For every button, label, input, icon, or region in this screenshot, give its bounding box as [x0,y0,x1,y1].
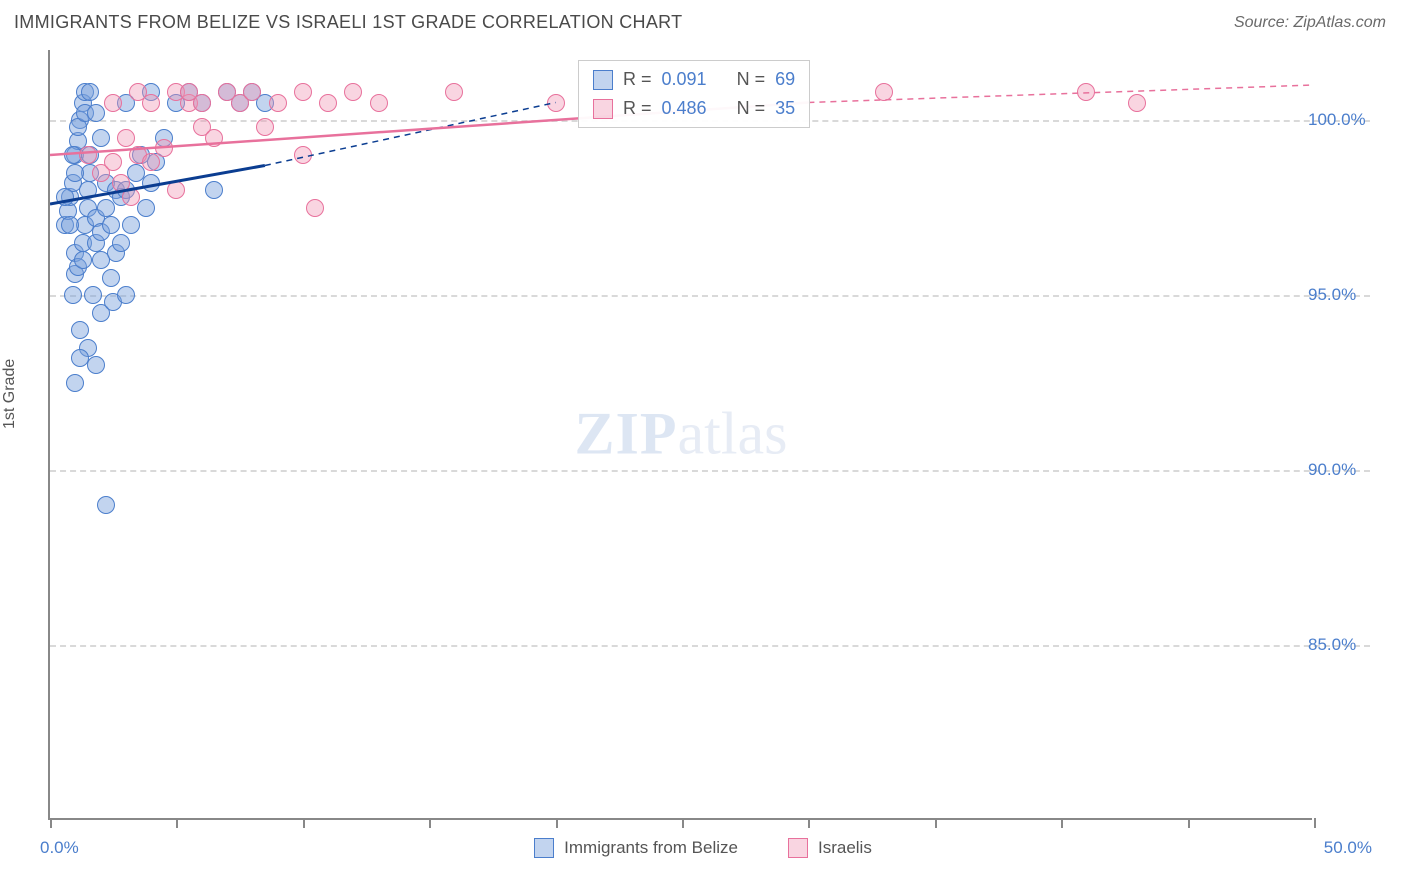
x-tick [303,818,305,828]
data-point [142,174,160,192]
data-point [167,181,185,199]
data-point [319,94,337,112]
data-point [84,286,102,304]
data-point [256,118,274,136]
n-value-1: 69 [775,69,795,90]
stats-row-series-1: R = 0.091 N = 69 [579,65,809,94]
data-point [71,321,89,339]
source-prefix: Source: [1234,14,1294,31]
gridline [50,645,1370,647]
stats-box: R = 0.091 N = 69 R = 0.486 N = 35 [578,60,810,128]
data-point [1077,83,1095,101]
data-point [344,83,362,101]
data-point [61,216,79,234]
x-tick [176,818,178,828]
x-tick [1314,818,1316,828]
data-point [74,251,92,269]
data-point [294,146,312,164]
data-point [294,83,312,101]
data-point [87,104,105,122]
data-point [117,286,135,304]
data-point [97,496,115,514]
stats-row-series-2: R = 0.486 N = 35 [579,94,809,123]
y-tick-label: 100.0% [1308,110,1368,130]
gridline [50,470,1370,472]
plot-region: ZIPatlas R = 0.091 N = 69 R = 0.486 N = … [48,50,1312,820]
x-tick [1061,818,1063,828]
data-point [1128,94,1146,112]
y-tick-label: 95.0% [1308,285,1368,305]
legend-item-1: Immigrants from Belize [534,838,738,858]
data-point [306,199,324,217]
data-point [66,374,84,392]
data-point [155,139,173,157]
source-name: ZipAtlas.com [1294,14,1386,31]
x-tick [556,818,558,828]
data-point [122,188,140,206]
data-point [122,216,140,234]
watermark-atlas: atlas [678,401,788,467]
data-point [79,181,97,199]
swatch-icon [534,838,554,858]
data-point [104,94,122,112]
x-tick [429,818,431,828]
chart-header: IMMIGRANTS FROM BELIZE VS ISRAELI 1ST GR… [0,0,1406,41]
x-tick [808,818,810,828]
data-point [112,234,130,252]
data-point [547,94,565,112]
chart-area: ZIPatlas R = 0.091 N = 69 R = 0.486 N = … [48,50,1368,820]
data-point [205,181,223,199]
r-label: R = [623,69,652,90]
legend-item-2: Israelis [788,838,872,858]
x-tick [50,818,52,828]
data-point [71,349,89,367]
y-tick-label: 90.0% [1308,460,1368,480]
n-label: N = [737,98,766,119]
y-axis-title: 1st Grade [1,359,19,429]
x-tick [682,818,684,828]
r-value-2: 0.486 [662,98,707,119]
swatch-icon [593,70,613,90]
data-point [56,188,74,206]
legend-label-2: Israelis [818,838,872,858]
data-point [142,94,160,112]
x-tick [935,818,937,828]
y-tick-label: 85.0% [1308,635,1368,655]
data-point [66,164,84,182]
swatch-icon [788,838,808,858]
r-value-1: 0.091 [662,69,707,90]
data-point [205,129,223,147]
data-point [875,83,893,101]
data-point [193,94,211,112]
data-point [64,286,82,304]
data-point [102,269,120,287]
gridline [50,295,1370,297]
data-point [137,199,155,217]
source-attribution: Source: ZipAtlas.com [1234,14,1386,32]
data-point [92,129,110,147]
swatch-icon [593,99,613,119]
data-point [370,94,388,112]
data-point [102,216,120,234]
data-point [269,94,287,112]
watermark: ZIPatlas [575,400,788,469]
legend-label-1: Immigrants from Belize [564,838,738,858]
bottom-legend: Immigrants from Belize Israelis [0,838,1406,858]
n-label: N = [737,69,766,90]
x-tick [1188,818,1190,828]
data-point [79,146,97,164]
data-point [81,83,99,101]
chart-title: IMMIGRANTS FROM BELIZE VS ISRAELI 1ST GR… [14,12,682,33]
data-point [104,153,122,171]
watermark-zip: ZIP [575,401,678,467]
data-point [445,83,463,101]
data-point [243,83,261,101]
data-point [117,129,135,147]
data-point [142,153,160,171]
r-label: R = [623,98,652,119]
n-value-2: 35 [775,98,795,119]
